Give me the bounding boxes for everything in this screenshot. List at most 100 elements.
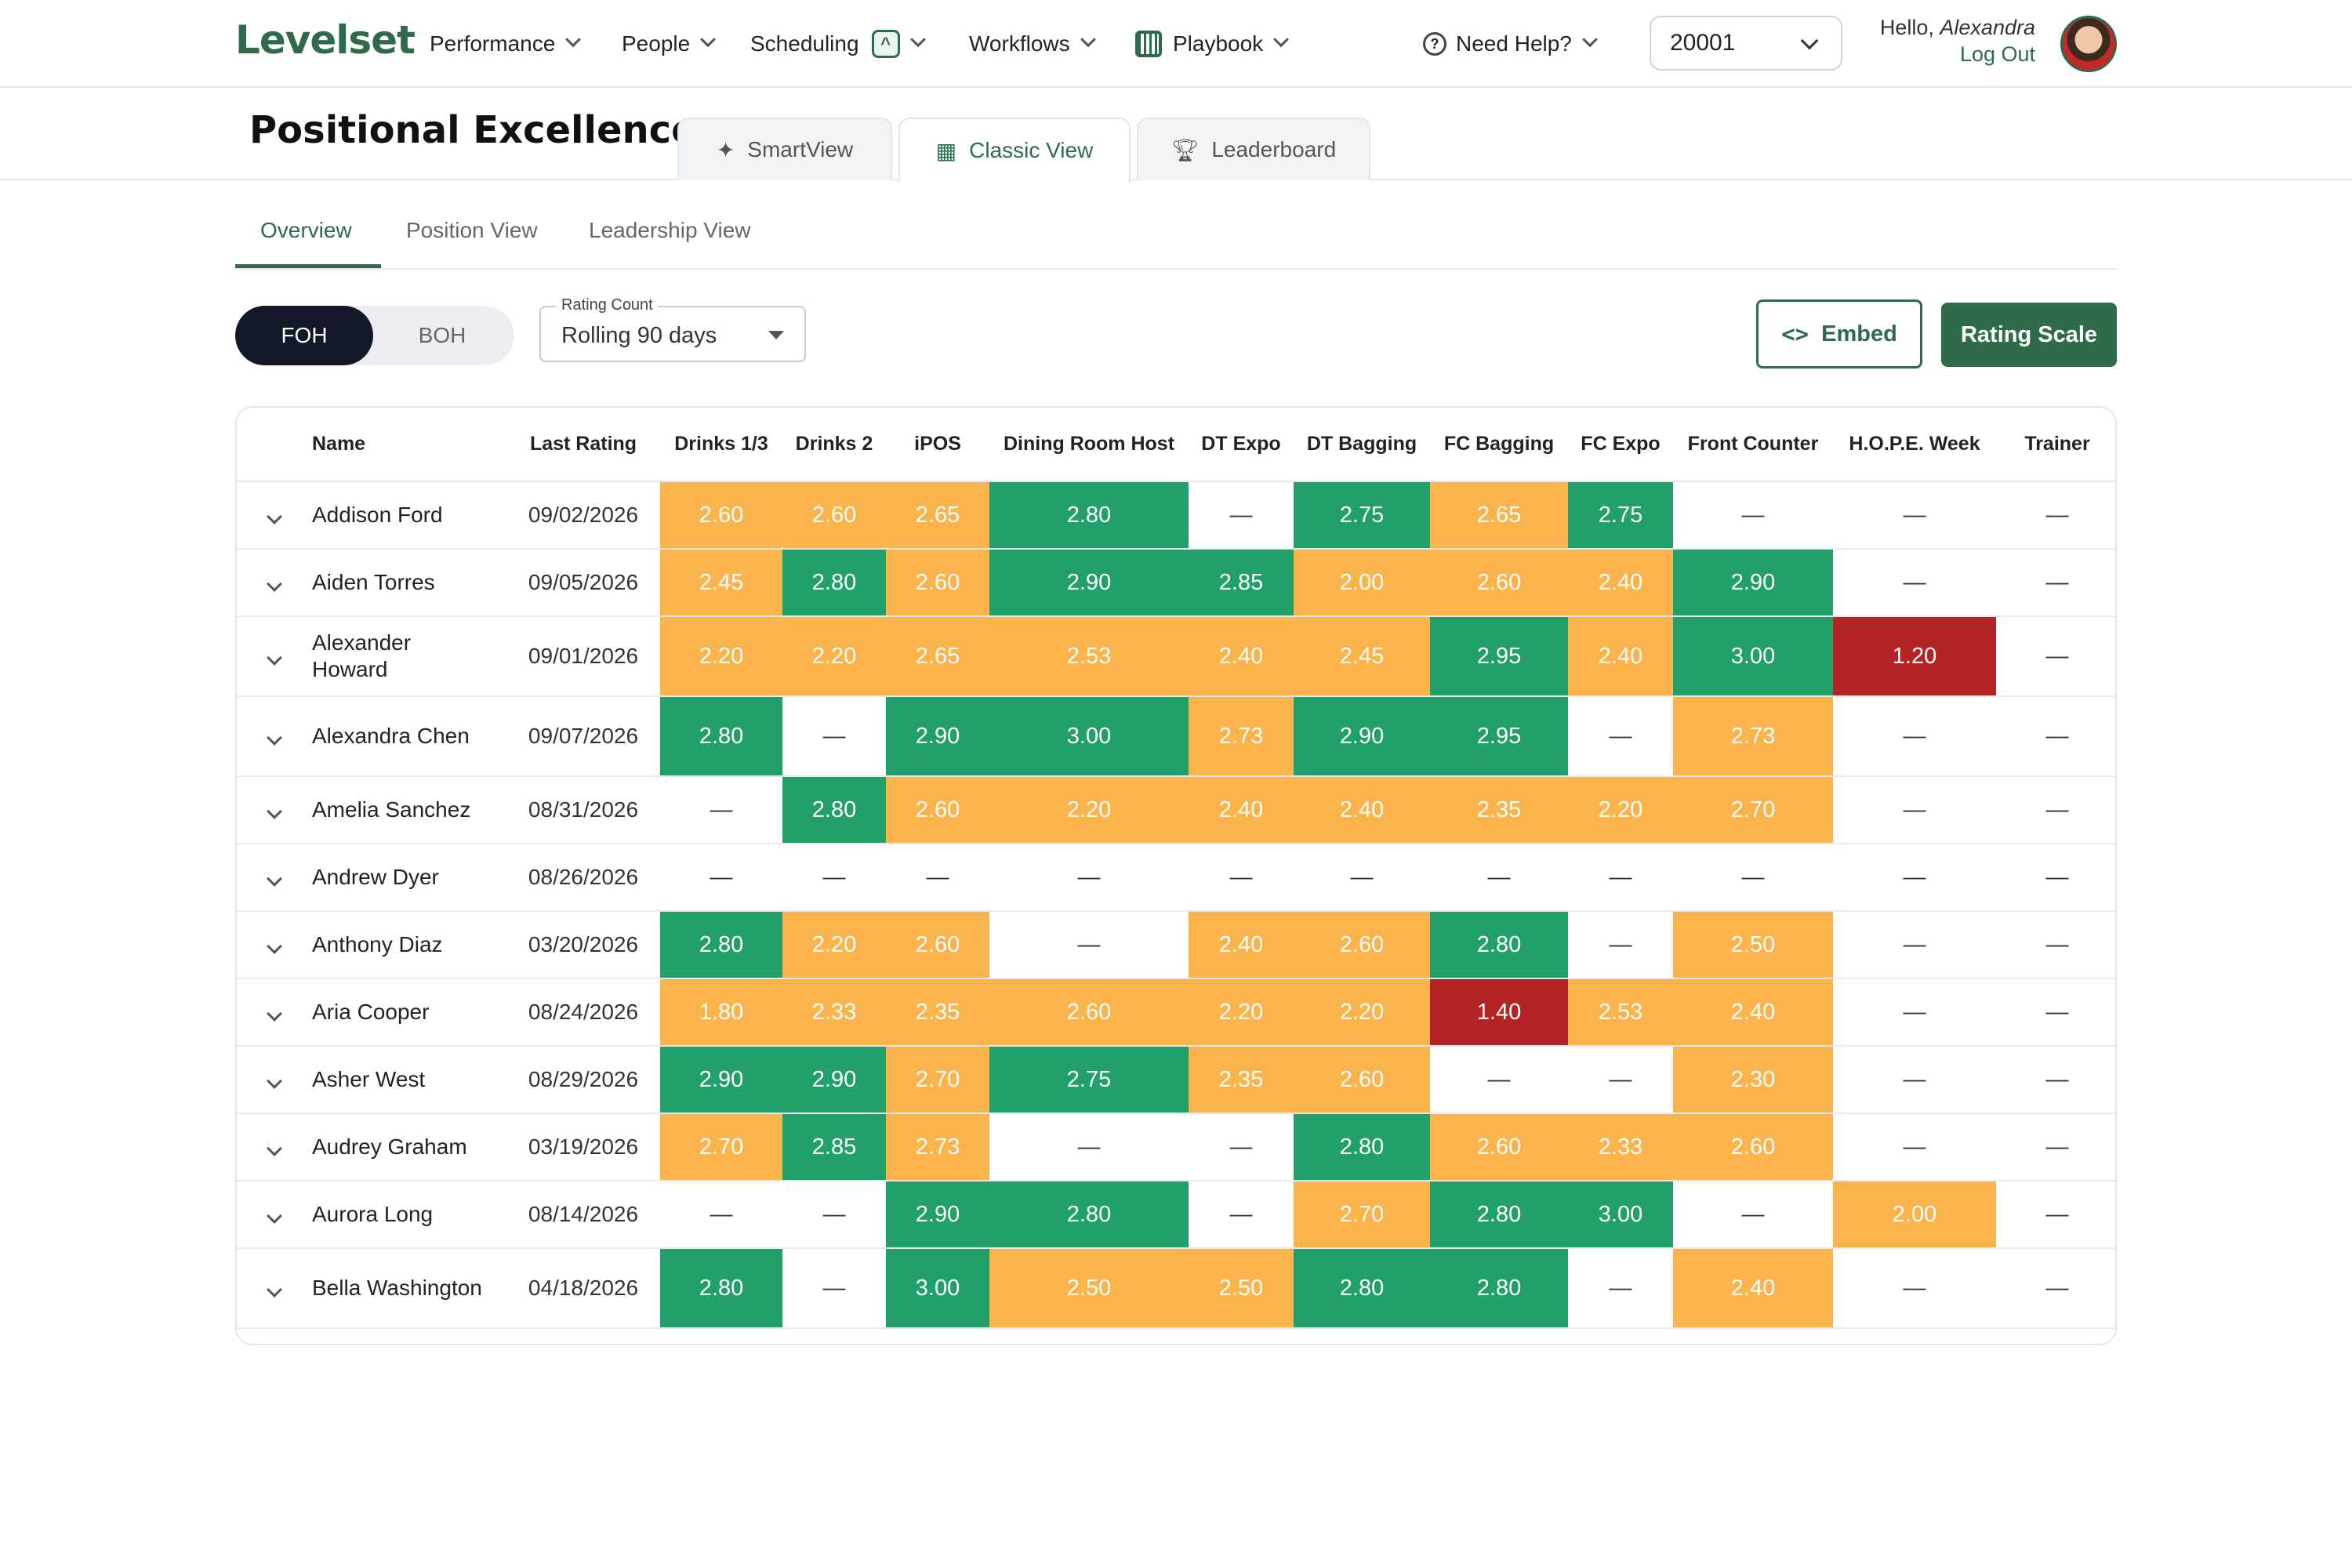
rating-cell[interactable]: 2.33: [1568, 1113, 1673, 1181]
rating-cell[interactable]: —: [1673, 1181, 1833, 1249]
employee-name[interactable]: Bella Washington: [312, 1248, 506, 1329]
col-header[interactable]: Last Rating: [506, 408, 660, 482]
table-row[interactable]: Bella Washington 04/18/2026 2.80—3.00 2.50 2…: [237, 1248, 2115, 1329]
rating-cell[interactable]: 2.90: [660, 1046, 782, 1114]
rating-cell[interactable]: 2.20: [1568, 776, 1673, 844]
rating-cell[interactable]: —: [1568, 1046, 1673, 1114]
employee-name[interactable]: Alexandra Chen: [312, 696, 506, 777]
rating-cell[interactable]: —: [1189, 1113, 1294, 1181]
rating-cell[interactable]: 2.80: [1430, 1181, 1568, 1249]
rating-cell[interactable]: —: [660, 1181, 782, 1249]
rating-cell[interactable]: —: [1996, 616, 2115, 697]
rating-cell[interactable]: 2.60: [660, 481, 782, 550]
rating-cell[interactable]: —: [1189, 481, 1294, 550]
rating-cell[interactable]: —: [1189, 844, 1294, 912]
rating-cell[interactable]: —: [1833, 1113, 1996, 1181]
chevron-down-icon[interactable]: [267, 803, 282, 819]
rating-cell[interactable]: 2.60: [1294, 911, 1430, 979]
rating-cell[interactable]: —: [660, 844, 782, 912]
need-help-menu[interactable]: ? Need Help?: [1423, 27, 1598, 61]
rating-cell[interactable]: 2.80: [660, 1248, 782, 1329]
rating-cell[interactable]: 2.80: [1430, 1248, 1568, 1329]
boh-option[interactable]: BOH: [418, 323, 466, 347]
rating-cell[interactable]: —: [1996, 776, 2115, 844]
rating-cell[interactable]: 2.60: [989, 978, 1189, 1047]
rating-cell[interactable]: —: [1189, 1181, 1294, 1249]
rating-cell[interactable]: 2.95: [1430, 696, 1568, 777]
rating-cell[interactable]: 2.95: [1430, 616, 1568, 697]
rating-cell[interactable]: —: [989, 1113, 1189, 1181]
rating-cell[interactable]: 2.73: [1189, 696, 1294, 777]
rating-cell[interactable]: 2.80: [989, 1181, 1189, 1249]
col-header[interactable]: H.O.P.E. Week: [1833, 408, 1996, 482]
rating-cell[interactable]: 3.00: [886, 1248, 989, 1329]
rating-cell[interactable]: 2.40: [1189, 616, 1294, 697]
col-header[interactable]: Drinks 2: [782, 408, 886, 482]
expand-cell[interactable]: [237, 1113, 312, 1181]
rating-cell[interactable]: 2.90: [886, 1181, 989, 1249]
rating-cell[interactable]: 2.00: [1833, 1181, 1996, 1249]
expand-cell[interactable]: [237, 1248, 312, 1329]
table-row[interactable]: Alexandra Chen 09/07/2026 2.80—2.90 3.00 2.7…: [237, 696, 2115, 777]
rating-cell[interactable]: 2.80: [1430, 911, 1568, 979]
avatar[interactable]: [2060, 16, 2117, 72]
rating-cell[interactable]: —: [1996, 1113, 2115, 1181]
rating-cell[interactable]: 2.60: [1430, 549, 1568, 617]
tab-leaderboard[interactable]: 🏆︎ Leaderboard: [1137, 118, 1370, 180]
rating-cell[interactable]: 2.90: [886, 696, 989, 777]
rating-cell[interactable]: 2.00: [1294, 549, 1430, 617]
rating-cell[interactable]: —: [989, 844, 1189, 912]
nav-playbook[interactable]: Playbook: [1135, 27, 1290, 61]
rating-cell[interactable]: 2.80: [660, 696, 782, 777]
rating-cell[interactable]: —: [1996, 1046, 2115, 1114]
rating-cell[interactable]: —: [1996, 481, 2115, 550]
rating-cell[interactable]: 3.00: [1673, 616, 1833, 697]
rating-cell[interactable]: 2.30: [1673, 1046, 1833, 1114]
table-row[interactable]: Addison Ford 09/02/2026 2.60 2.60 2.65 2.80—2…: [237, 481, 2115, 550]
rating-cell[interactable]: 2.80: [660, 911, 782, 979]
rating-cell[interactable]: —: [782, 844, 886, 912]
rating-cell[interactable]: 2.90: [1673, 549, 1833, 617]
rating-cell[interactable]: 2.65: [886, 481, 989, 550]
chevron-down-icon[interactable]: [267, 1005, 282, 1022]
rating-cell[interactable]: —: [782, 1181, 886, 1249]
rating-cell[interactable]: 2.60: [886, 549, 989, 617]
rating-cell[interactable]: 2.80: [989, 481, 1189, 550]
rating-cell[interactable]: —: [1833, 844, 1996, 912]
employee-name[interactable]: Alexander Howard: [312, 616, 506, 697]
rating-cell[interactable]: —: [1833, 978, 1996, 1047]
rating-cell[interactable]: —: [1833, 549, 1996, 617]
table-row[interactable]: Alexander Howard 09/01/2026 2.20 2.20 2.65 2.…: [237, 616, 2115, 697]
rating-cell[interactable]: —: [1294, 844, 1430, 912]
rating-cell[interactable]: 2.40: [1189, 911, 1294, 979]
rating-cell[interactable]: 2.85: [1189, 549, 1294, 617]
rating-cell[interactable]: —: [1673, 481, 1833, 550]
rating-cell[interactable]: —: [1833, 696, 1996, 777]
rating-cell[interactable]: —: [1430, 844, 1568, 912]
rating-cell[interactable]: 2.70: [1294, 1181, 1430, 1249]
employee-name[interactable]: Audrey Graham: [312, 1113, 506, 1181]
nav-workflows[interactable]: Workflows: [969, 27, 1096, 61]
rating-cell[interactable]: 2.40: [1568, 616, 1673, 697]
rating-scale-button[interactable]: Rating Scale: [1941, 303, 2117, 367]
chevron-down-icon[interactable]: [267, 1140, 282, 1156]
nav-scheduling[interactable]: Scheduling ^: [750, 27, 926, 61]
employee-name[interactable]: Addison Ford: [312, 481, 506, 550]
expand-cell[interactable]: [237, 616, 312, 697]
rating-cell[interactable]: 2.45: [1294, 616, 1430, 697]
rating-cell[interactable]: —: [1996, 696, 2115, 777]
rating-cell[interactable]: 2.73: [1673, 696, 1833, 777]
subtab-leadership-view[interactable]: Leadership View: [589, 218, 751, 242]
logout-link[interactable]: Log Out: [1959, 42, 2035, 66]
rating-cell[interactable]: 2.20: [782, 911, 886, 979]
tab-classic-view[interactable]: ▦ Classic View: [898, 118, 1131, 182]
chevron-down-icon[interactable]: [267, 649, 282, 666]
rating-cell[interactable]: 2.75: [1568, 481, 1673, 550]
table-row[interactable]: Anthony Diaz 03/20/2026 2.80 2.20 2.60—2.40 2…: [237, 911, 2115, 979]
rating-cell[interactable]: 2.60: [1673, 1113, 1833, 1181]
chevron-down-icon[interactable]: [267, 729, 282, 746]
rating-cell[interactable]: 2.80: [782, 776, 886, 844]
rating-cell[interactable]: 2.40: [1189, 776, 1294, 844]
table-row[interactable]: Andrew Dyer 08/26/2026— — — — — — — — — — —: [237, 844, 2115, 912]
subtab-overview[interactable]: Overview: [235, 218, 381, 268]
